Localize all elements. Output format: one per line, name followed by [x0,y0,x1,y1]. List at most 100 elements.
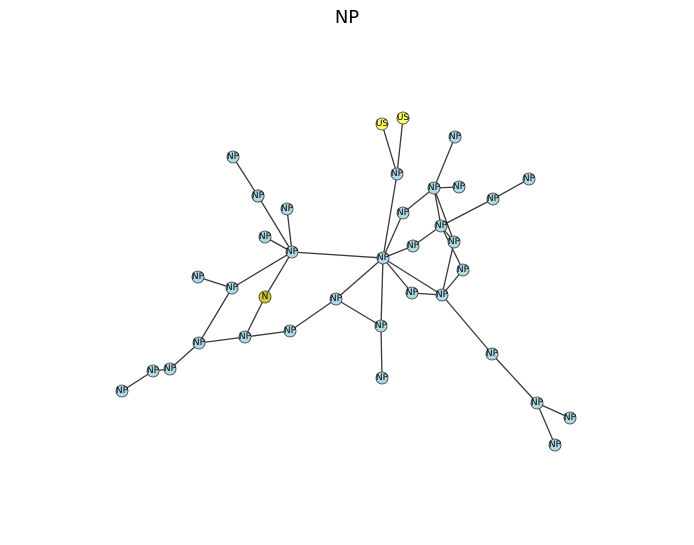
node-circle [115,384,129,398]
edge [380,257,384,327]
graph-node: NP [530,396,544,410]
node-circle [548,438,562,452]
graph-node: NP [563,411,577,425]
node-label: N [262,292,269,302]
node-label: NP [448,237,461,247]
edge [198,287,233,344]
node-circle [396,111,410,125]
graph-node: NP [452,180,466,194]
node-label: NP [436,290,449,300]
edge [382,173,398,259]
node-circle [522,172,536,186]
node-label: NP [457,265,470,275]
node-circle [485,347,499,361]
edge [169,342,200,370]
node-label: NP [428,183,441,193]
node-label: NP [391,169,404,179]
edge [291,251,384,259]
graph-node: N [258,290,272,304]
node-label: NP [531,398,544,408]
node-label: NP [286,247,299,257]
graph-node: NP [456,263,470,277]
edge [492,178,530,200]
node-circle [486,192,500,206]
node-label: US [397,113,410,123]
node-label: NP [453,182,466,192]
edge [381,123,398,175]
node-label: NP [252,191,265,201]
node-circle [146,364,160,378]
node-layer: NPNPNPNPNPNPNPNNPNPNPNPNPNPNPNPUSUSNPNPN… [115,111,577,452]
edge [335,257,384,300]
graph-node: NP [374,319,388,333]
graph-node: NP [448,130,462,144]
node-circle [258,230,272,244]
node-circle [251,189,265,203]
node-circle [191,270,205,284]
node-label: NP [435,221,448,231]
node-circle [435,288,449,302]
node-label: NP [406,288,419,298]
edge [433,187,442,227]
graph-node: NP [163,362,177,376]
node-circle [225,281,239,295]
node-label: NP [193,338,206,348]
graph-node: NP [434,219,448,233]
node-circle [530,396,544,410]
node-label: NP [192,272,205,282]
graph-node: NP [405,286,419,300]
graph-node: NP [238,330,252,344]
node-label: NP [486,349,499,359]
graph-node: NP [258,230,272,244]
graph-node: NP [485,347,499,361]
node-circle [238,330,252,344]
graph-node: NP [280,202,294,216]
graph-node: NP [283,324,297,338]
edge [335,298,382,327]
graph-node: NP [406,239,420,253]
node-label: NP [487,194,500,204]
graph-node: NP [435,288,449,302]
node-circle [192,336,206,350]
node-label: NP [226,283,239,293]
node-label: NP [397,208,410,218]
node-circle [285,245,299,259]
edge [382,212,404,259]
edge [382,257,413,294]
node-circle [396,206,410,220]
node-circle [563,411,577,425]
node-label: NP [116,386,129,396]
graph-node: NP [329,292,343,306]
node-label: NP [449,132,462,142]
graph-node: NP [285,245,299,259]
node-circle [375,371,389,385]
edge [286,208,293,253]
edge [402,187,435,214]
graph-title: NP [334,7,360,28]
node-circle [283,324,297,338]
node-label: NP [164,364,177,374]
edge [396,117,404,175]
node-circle [280,202,294,216]
node-circle [406,239,420,253]
graph-node: NP [522,172,536,186]
node-label: NP [549,440,562,450]
node-circle [376,251,390,265]
graph-node: NP [191,270,205,284]
node-circle [447,235,461,249]
node-circle [456,263,470,277]
graph-node: NP [427,181,441,195]
node-circle [226,150,240,164]
graph-node: NP [226,150,240,164]
node-label: NP [376,373,389,383]
edge-layer [121,117,571,446]
node-label: NP [281,204,294,214]
node-circle [258,290,272,304]
edge [380,325,383,379]
edge [536,402,556,446]
graph-node: NP [486,192,500,206]
node-label: NP [147,366,160,376]
node-label: NP [564,413,577,423]
node-label: NP [377,253,390,263]
graph-node: NP [192,336,206,350]
